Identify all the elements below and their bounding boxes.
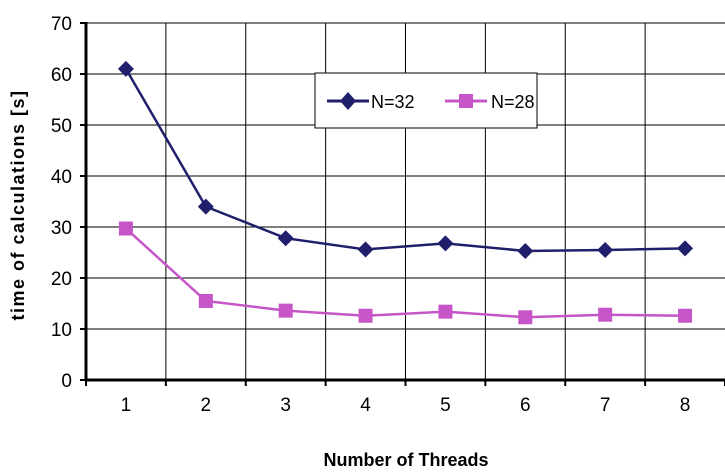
legend-square-marker bbox=[459, 94, 473, 108]
data-point-n28 bbox=[438, 304, 453, 319]
x-tick-label: 2 bbox=[201, 395, 212, 416]
axes bbox=[80, 22, 725, 386]
data-point-n32 bbox=[597, 241, 614, 258]
x-tick-label: 3 bbox=[280, 395, 291, 416]
legend: N=32 N=28 bbox=[314, 72, 538, 129]
data-point-n28 bbox=[518, 310, 533, 325]
series bbox=[117, 60, 694, 325]
x-axis-title: Number of Threads bbox=[323, 450, 488, 470]
legend-entry-n32: N=32 bbox=[327, 92, 415, 112]
data-point-n28 bbox=[598, 307, 613, 322]
y-tick-label: 50 bbox=[51, 116, 72, 137]
y-tick-label: 10 bbox=[51, 320, 72, 341]
x-tick-label: 8 bbox=[680, 395, 691, 416]
x-tick-label: 6 bbox=[520, 395, 531, 416]
data-point-n28 bbox=[358, 308, 373, 323]
data-point-n32 bbox=[437, 235, 454, 252]
data-point-n32 bbox=[117, 60, 134, 77]
y-tick-label: 60 bbox=[51, 65, 72, 86]
legend-diamond-marker bbox=[340, 92, 356, 110]
y-tick-label: 0 bbox=[61, 371, 72, 392]
x-tick-label: 4 bbox=[360, 395, 371, 416]
data-point-n28 bbox=[118, 221, 133, 236]
legend-entry-n28: N=28 bbox=[445, 92, 535, 112]
y-tick-label: 70 bbox=[51, 14, 72, 35]
data-point-n32 bbox=[677, 240, 694, 257]
legend-label-n28: N=28 bbox=[491, 92, 535, 112]
data-point-n32 bbox=[357, 241, 374, 258]
x-tick-label: 7 bbox=[600, 395, 611, 416]
x-tick-label: 1 bbox=[121, 395, 132, 416]
y-tick-labels: 0 10 20 30 40 50 60 70 bbox=[51, 14, 72, 392]
series-line-n28 bbox=[125, 227, 686, 319]
data-point-n28 bbox=[678, 308, 693, 323]
data-point-n32 bbox=[197, 198, 214, 215]
y-tick-label: 30 bbox=[51, 218, 72, 239]
legend-label-n32: N=32 bbox=[371, 92, 415, 112]
y-axis-title: time of calculations [s] bbox=[8, 89, 28, 320]
data-point-n28 bbox=[198, 293, 213, 308]
y-tick-label: 20 bbox=[51, 269, 72, 290]
y-tick-label: 40 bbox=[51, 167, 72, 188]
series-line-n32 bbox=[124, 68, 686, 253]
data-point-n32 bbox=[517, 242, 534, 259]
x-tick-labels: 1 2 3 4 5 6 7 8 bbox=[121, 395, 691, 416]
data-point-n28 bbox=[278, 303, 293, 318]
data-point-n32 bbox=[277, 230, 294, 247]
x-tick-label: 5 bbox=[440, 395, 451, 416]
